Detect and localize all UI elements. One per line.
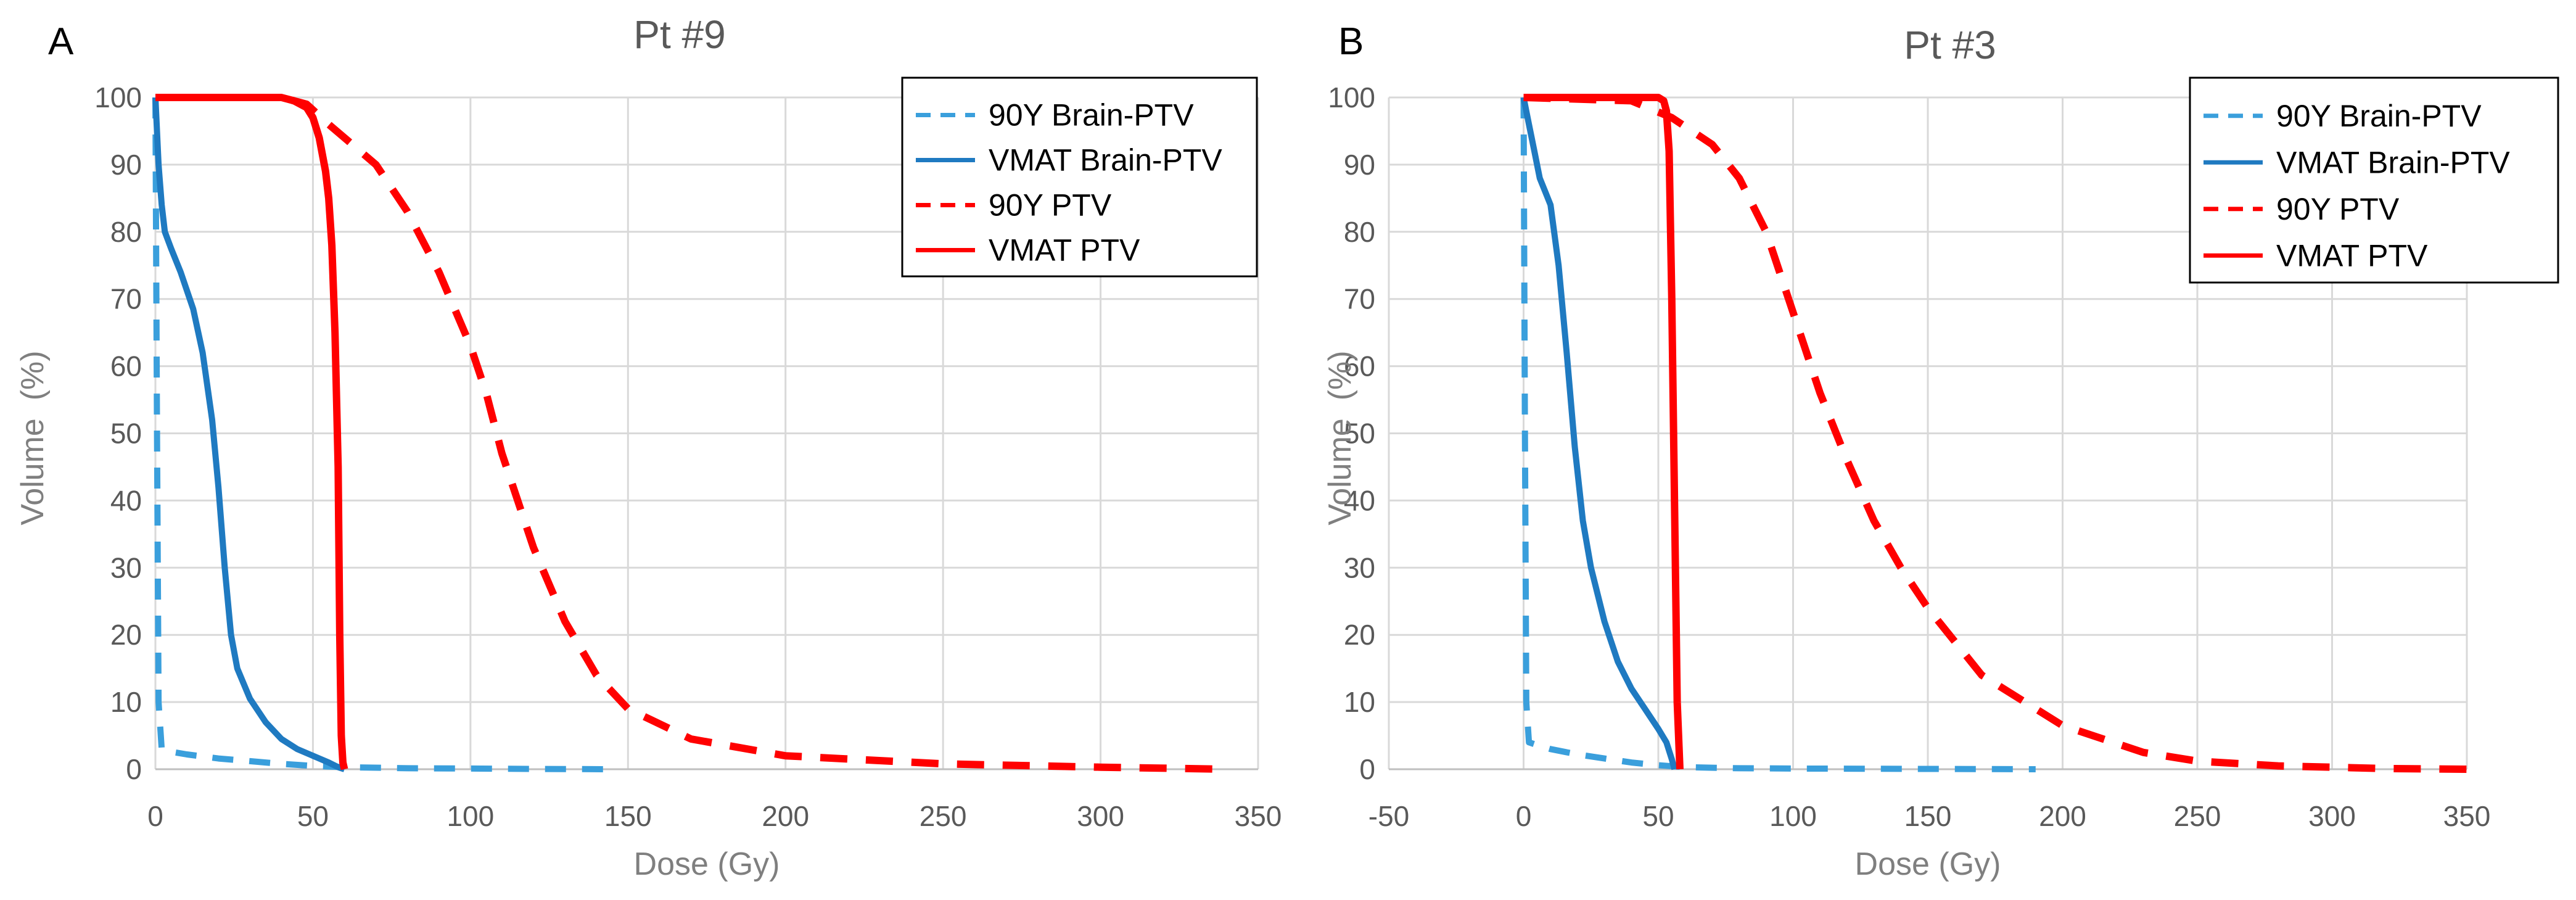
- y-tick-label: 10: [110, 686, 142, 718]
- x-tick-label: 250: [920, 800, 967, 832]
- panel-label: B: [1338, 20, 1364, 63]
- x-tick-label: 50: [1642, 800, 1674, 832]
- x-tick-label: 300: [1077, 800, 1124, 832]
- legend-entry-label: VMAT Brain-PTV: [2276, 145, 2510, 180]
- y-tick-label: 30: [110, 551, 142, 584]
- legend: 90Y Brain-PTV VMAT Brain-PTV 90Y PTV VMAT P…: [901, 76, 1258, 278]
- y-axis-title: Volume (%): [15, 350, 51, 525]
- y-tick-label: 20: [110, 619, 142, 651]
- legend-entry-label: 90Y PTV: [989, 188, 1112, 223]
- y-tick-label: 80: [1344, 216, 1375, 248]
- legend-entry-label: 90Y Brain-PTV: [989, 98, 1194, 133]
- y-tick-label: 0: [126, 753, 142, 785]
- y-tick-label: 50: [1344, 418, 1375, 450]
- series-line-90y-ptv: [1523, 94, 2467, 773]
- legend-entry-label: 90Y PTV: [2276, 192, 2400, 226]
- series-line-vmat-ptv: [155, 94, 348, 770]
- chart-panel-b: 0 10 20 30 40 50 60 70 80 90 100 -50 0 50 100 150 200 250…: [1322, 20, 2559, 882]
- chart-panel-a: 0 10 20 30 40 50 60 70 80 90 100 0 50 100 150 200 250 300…: [15, 12, 1282, 882]
- series-line-90y-brain-ptv: [152, 97, 612, 772]
- y-tick-label: 80: [110, 216, 142, 248]
- panel-label: A: [48, 20, 74, 63]
- legend-box: [901, 76, 1258, 278]
- x-tick-label: 50: [297, 800, 329, 832]
- y-tick-label: 100: [1328, 81, 1375, 114]
- legend-entry-label: 90Y Brain-PTV: [2276, 99, 2482, 133]
- y-tick-label: 90: [110, 149, 142, 181]
- legend-entry-label: VMAT PTV: [989, 233, 1140, 268]
- chart-title: Pt #3: [1904, 23, 1996, 67]
- y-tick-label: 50: [110, 418, 142, 450]
- x-tick-label: 150: [604, 800, 652, 832]
- x-tick-label: 300: [2308, 800, 2356, 832]
- series-line-90y-brain-ptv: [1520, 97, 2036, 772]
- x-tick-label: 0: [147, 800, 163, 832]
- legend-entry-label: VMAT Brain-PTV: [989, 143, 1222, 178]
- x-tick-label: 0: [1516, 800, 1532, 832]
- chart-title: Pt #9: [633, 12, 725, 57]
- x-axis-title: Dose (Gy): [634, 846, 780, 882]
- y-tick-label: 40: [1344, 484, 1375, 516]
- legend-box: [2189, 76, 2559, 284]
- y-tick-label: 10: [1344, 686, 1375, 718]
- y-tick-label: 70: [110, 283, 142, 315]
- y-tick-label: 0: [1359, 753, 1375, 785]
- x-tick-label: 350: [1235, 800, 1282, 832]
- y-tick-label: 60: [110, 350, 142, 382]
- series-line-vmat-brain-ptv: [152, 97, 346, 772]
- legend: 90Y Brain-PTV VMAT Brain-PTV 90Y PTV VMAT P…: [2189, 76, 2559, 284]
- y-axis-title: Volume (%): [1322, 350, 1358, 525]
- legend-entry-label: VMAT PTV: [2276, 238, 2428, 273]
- x-tick-label: 100: [446, 800, 494, 832]
- x-tick-label: 200: [2039, 800, 2086, 832]
- y-tick-label: 70: [1344, 283, 1375, 315]
- series-line-vmat-brain-ptv: [1520, 97, 1678, 770]
- x-tick-label: 100: [1769, 800, 1817, 832]
- x-tick-label: -50: [1368, 800, 1409, 832]
- y-tick-label: 100: [94, 81, 142, 114]
- y-tick-label: 60: [1344, 350, 1375, 382]
- x-axis-title: Dose (Gy): [1855, 846, 2001, 882]
- x-tick-label: 250: [2174, 800, 2221, 832]
- x-tick-label: 200: [762, 800, 809, 832]
- x-tick-label: 150: [1904, 800, 1952, 832]
- y-tick-label: 90: [1344, 149, 1375, 181]
- y-tick-label: 40: [110, 484, 142, 516]
- y-tick-label: 20: [1344, 619, 1375, 651]
- y-tick-label: 30: [1344, 551, 1375, 584]
- series-line-vmat-ptv: [1523, 94, 1684, 770]
- x-tick-label: 350: [2443, 800, 2491, 832]
